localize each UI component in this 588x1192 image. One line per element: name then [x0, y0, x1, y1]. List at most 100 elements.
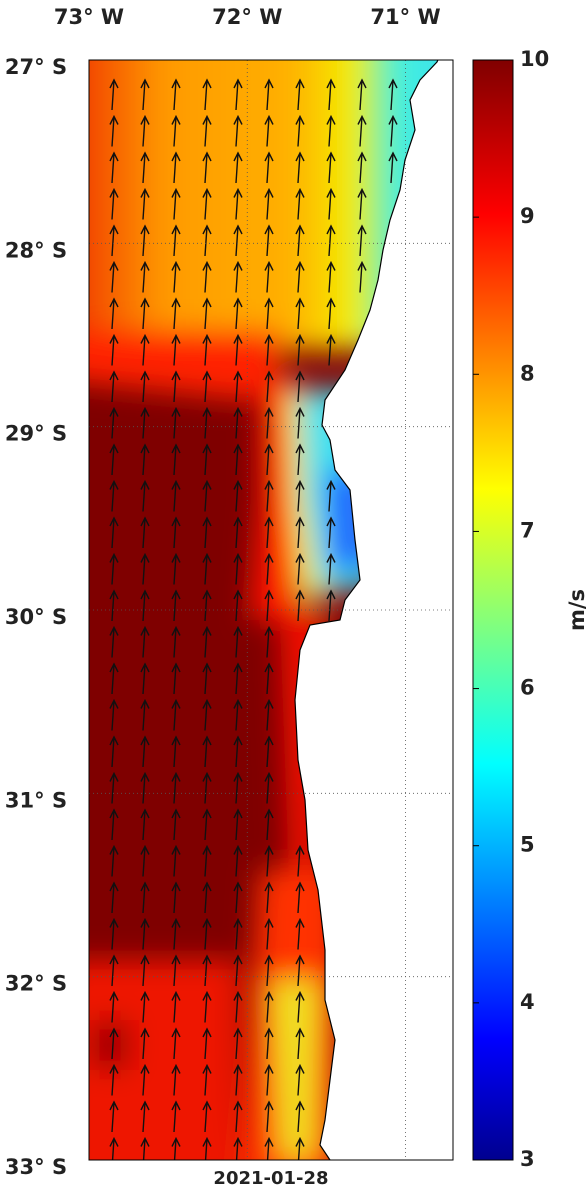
wind-arrow: [140, 917, 150, 950]
wind-arrow: [140, 808, 150, 841]
wind-arrow: [264, 443, 274, 476]
wind-arrow: [326, 516, 336, 549]
wind-arrow: [202, 114, 212, 147]
wind-arrow: [264, 771, 274, 804]
wind-arrow: [171, 917, 181, 950]
wind-arrow: [171, 114, 181, 147]
wind-arrow: [264, 552, 274, 585]
wind-arrow: [233, 443, 243, 476]
wind-arrow: [233, 406, 243, 439]
wind-arrow: [233, 954, 243, 987]
wind-arrow: [109, 406, 119, 439]
wind-arrow: [171, 881, 181, 914]
wind-arrow: [109, 1027, 119, 1060]
wind-arrow: [326, 151, 336, 184]
wind-arrow: [264, 808, 274, 841]
wind-arrow: [202, 771, 212, 804]
wind-arrow: [202, 954, 212, 987]
lat-tick-label: 28° S: [5, 238, 67, 262]
wind-arrow: [109, 771, 119, 804]
wind-arrow: [140, 78, 150, 111]
wind-arrow: [140, 881, 150, 914]
colorbar-tick-label: 6: [520, 676, 535, 700]
wind-arrow: [202, 187, 212, 220]
wind-arrow: [357, 78, 367, 111]
wind-arrow: [109, 552, 119, 585]
wind-arrow: [264, 881, 274, 914]
wind-arrow: [171, 990, 181, 1023]
wind-arrows: [109, 78, 398, 1160]
wind-arrow: [109, 224, 119, 257]
wind-arrow: [264, 151, 274, 184]
wind-arrow: [171, 224, 181, 257]
colorbar-label: m/s: [565, 589, 588, 631]
wind-arrow: [140, 443, 150, 476]
wind-arrow: [326, 114, 336, 147]
wind-arrow: [202, 479, 212, 512]
wind-arrow: [388, 78, 398, 111]
wind-arrow: [233, 735, 243, 768]
wind-arrow: [109, 589, 119, 622]
wind-arrow: [171, 735, 181, 768]
wind-arrow: [233, 479, 243, 512]
wind-arrow: [388, 114, 398, 147]
wind-arrow: [264, 698, 274, 731]
wind-arrow: [171, 1100, 181, 1133]
wind-arrow: [140, 844, 150, 877]
wind-arrow: [295, 589, 305, 622]
wind-arrow: [233, 1027, 243, 1060]
wind-arrow: [202, 297, 212, 330]
wind-arrow: [202, 151, 212, 184]
wind-arrow: [202, 1063, 212, 1096]
wind-arrow: [202, 443, 212, 476]
wind-arrow: [295, 990, 305, 1023]
wind-arrow: [202, 224, 212, 257]
wind-arrow: [171, 844, 181, 877]
wind-arrow: [233, 78, 243, 111]
wind-arrow: [109, 808, 119, 841]
wind-arrow: [171, 698, 181, 731]
wind-arrow: [264, 625, 274, 658]
wind-arrow: [202, 370, 212, 403]
wind-arrow: [109, 881, 119, 914]
wind-arrow: [202, 917, 212, 950]
wind-arrow: [171, 552, 181, 585]
wind-arrow: [264, 844, 274, 877]
wind-arrow: [264, 479, 274, 512]
wind-arrow: [109, 1136, 119, 1160]
wind-arrow: [109, 114, 119, 147]
wind-arrow: [109, 698, 119, 731]
wind-arrow: [357, 260, 367, 293]
wind-arrow: [233, 844, 243, 877]
wind-arrow: [171, 479, 181, 512]
colorbar-tick-label: 5: [520, 833, 535, 857]
lat-tick-label: 30° S: [5, 605, 67, 629]
wind-arrow: [171, 187, 181, 220]
wind-arrow: [171, 1027, 181, 1060]
wind-arrow: [202, 516, 212, 549]
wind-arrow: [295, 479, 305, 512]
wind-arrow: [171, 589, 181, 622]
wind-arrow: [295, 516, 305, 549]
wind-arrow: [140, 479, 150, 512]
wind-arrow: [357, 224, 367, 257]
wind-arrow: [295, 552, 305, 585]
wind-arrow: [233, 187, 243, 220]
wind-arrow: [171, 151, 181, 184]
wind-arrow: [171, 954, 181, 987]
wind-arrow: [109, 151, 119, 184]
wind-arrow: [140, 260, 150, 293]
wind-arrow: [264, 114, 274, 147]
wind-arrow: [140, 297, 150, 330]
wind-arrow: [202, 844, 212, 877]
wind-arrow: [326, 479, 336, 512]
wind-arrow: [202, 260, 212, 293]
wind-arrow: [140, 187, 150, 220]
wind-arrow: [202, 881, 212, 914]
map-frame: [88, 59, 454, 1161]
wind-arrow: [109, 844, 119, 877]
wind-arrow: [171, 625, 181, 658]
wind-arrow: [295, 333, 305, 366]
